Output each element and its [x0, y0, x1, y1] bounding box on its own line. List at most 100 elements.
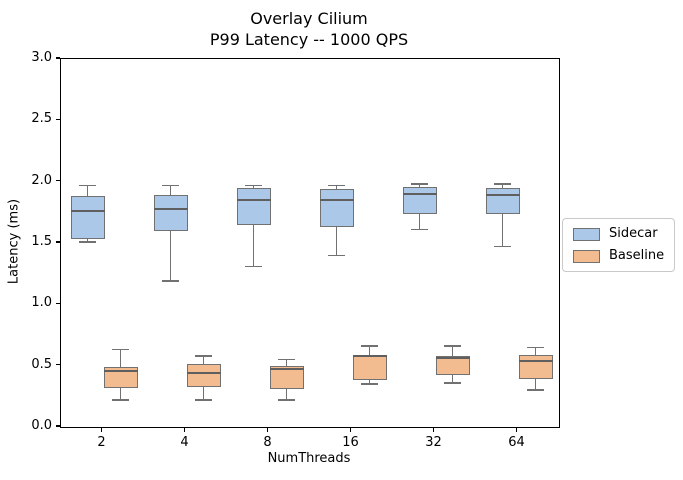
whisker-lower: [501, 213, 504, 247]
whisker-cap-lower: [361, 383, 378, 385]
legend-label-sidecar: Sidecar: [609, 226, 658, 241]
whisker-upper: [501, 184, 504, 188]
whisker-cap-upper: [328, 184, 345, 187]
median-line: [103, 369, 138, 372]
y-tick-mark: [55, 241, 60, 243]
whisker-lower: [86, 239, 89, 242]
median-line: [485, 194, 520, 197]
x-tick-label: 2: [97, 435, 106, 450]
whisker-upper: [169, 185, 172, 196]
whisker-cap-lower: [245, 265, 262, 268]
y-tick-mark: [55, 180, 60, 182]
whisker-upper: [252, 185, 255, 188]
whisker-cap-upper: [361, 345, 378, 347]
x-tick-mark: [266, 427, 269, 432]
x-tick-label: 4: [180, 435, 189, 450]
whisker-lower: [119, 387, 122, 400]
whisker-cap-upper: [112, 348, 129, 351]
whisker-lower: [418, 213, 421, 230]
x-tick-mark: [432, 427, 435, 432]
x-axis-label: NumThreads: [267, 451, 351, 466]
whisker-cap-lower: [411, 228, 428, 231]
median-line: [153, 207, 188, 210]
box-body: [352, 354, 387, 381]
box-body: [319, 189, 354, 228]
y-tick-label: 1.5: [31, 234, 52, 249]
y-tick-mark: [55, 57, 60, 59]
whisker-lower: [285, 388, 288, 400]
whisker-cap-lower: [527, 389, 544, 391]
whisker-cap-lower: [278, 399, 295, 401]
whisker-lower: [451, 375, 454, 383]
whisker-cap-upper: [444, 345, 461, 347]
whisker-lower: [368, 380, 371, 385]
whisker-upper: [86, 185, 89, 197]
whisker-cap-lower: [444, 382, 461, 384]
x-tick-mark: [100, 427, 103, 432]
x-tick-label: 8: [263, 435, 272, 450]
whisker-lower: [335, 227, 338, 256]
box-body: [70, 196, 105, 240]
box-body: [485, 187, 520, 214]
y-tick-label: 1.0: [31, 295, 52, 311]
x-tick-label: 32: [425, 435, 442, 450]
box-body: [186, 364, 221, 387]
whisker-upper: [534, 347, 537, 355]
whisker-cap-upper: [527, 346, 544, 349]
x-tick-label: 16: [342, 435, 359, 450]
whisker-lower: [252, 224, 255, 267]
median-line: [435, 357, 470, 360]
whisker-lower: [202, 386, 205, 400]
x-tick-mark: [183, 427, 186, 432]
whisker-cap-lower: [112, 399, 129, 401]
y-tick-mark: [55, 302, 60, 304]
whisker-upper: [368, 346, 371, 355]
box-body: [269, 365, 304, 389]
box-body: [236, 187, 271, 225]
median-line: [269, 368, 304, 371]
chart-title-line-2: P99 Latency -- 1000 QPS: [209, 30, 409, 49]
chart-title-line-1: Overlay Cilium: [250, 9, 368, 28]
legend-item-sidecar: Sidecar: [573, 227, 664, 241]
whisker-cap-upper: [411, 183, 428, 185]
whisker-cap-upper: [195, 355, 212, 357]
box-body: [402, 186, 437, 214]
x-tick-mark: [515, 427, 518, 432]
legend-swatch-baseline: [573, 249, 600, 263]
median-line: [186, 372, 221, 375]
box-body: [103, 366, 138, 388]
whisker-upper: [202, 355, 205, 365]
whisker-lower: [534, 379, 537, 391]
whisker-cap-upper: [162, 184, 179, 187]
whisker-upper: [451, 346, 454, 356]
box-body: [153, 195, 188, 231]
whisker-cap-upper: [79, 184, 96, 187]
median-line: [402, 192, 437, 195]
median-line: [70, 210, 105, 213]
y-tick-label: 0.5: [31, 356, 52, 372]
box-body: [518, 354, 553, 380]
median-line: [236, 199, 271, 202]
box-body: [435, 355, 470, 376]
y-tick-label: 2.0: [31, 172, 52, 188]
y-tick-label: 0.0: [31, 418, 52, 433]
whisker-cap-lower: [79, 241, 96, 243]
whisker-upper: [335, 185, 338, 190]
y-tick-mark: [55, 118, 60, 120]
whisker-cap-lower: [494, 245, 511, 248]
whisker-upper: [418, 184, 421, 187]
median-line: [518, 359, 553, 362]
x-tick-mark: [349, 427, 352, 432]
y-tick-mark: [55, 364, 60, 366]
whisker-upper: [119, 349, 122, 367]
whisker-cap-lower: [195, 399, 212, 401]
whisker-cap-upper: [494, 183, 511, 185]
whisker-cap-lower: [162, 280, 179, 282]
whisker-cap-upper: [245, 184, 262, 187]
legend-label-baseline: Baseline: [609, 248, 665, 263]
legend-swatch-sidecar: [573, 227, 600, 241]
whisker-upper: [285, 359, 288, 366]
whisker-cap-lower: [328, 254, 345, 257]
x-tick-label: 64: [508, 435, 525, 450]
